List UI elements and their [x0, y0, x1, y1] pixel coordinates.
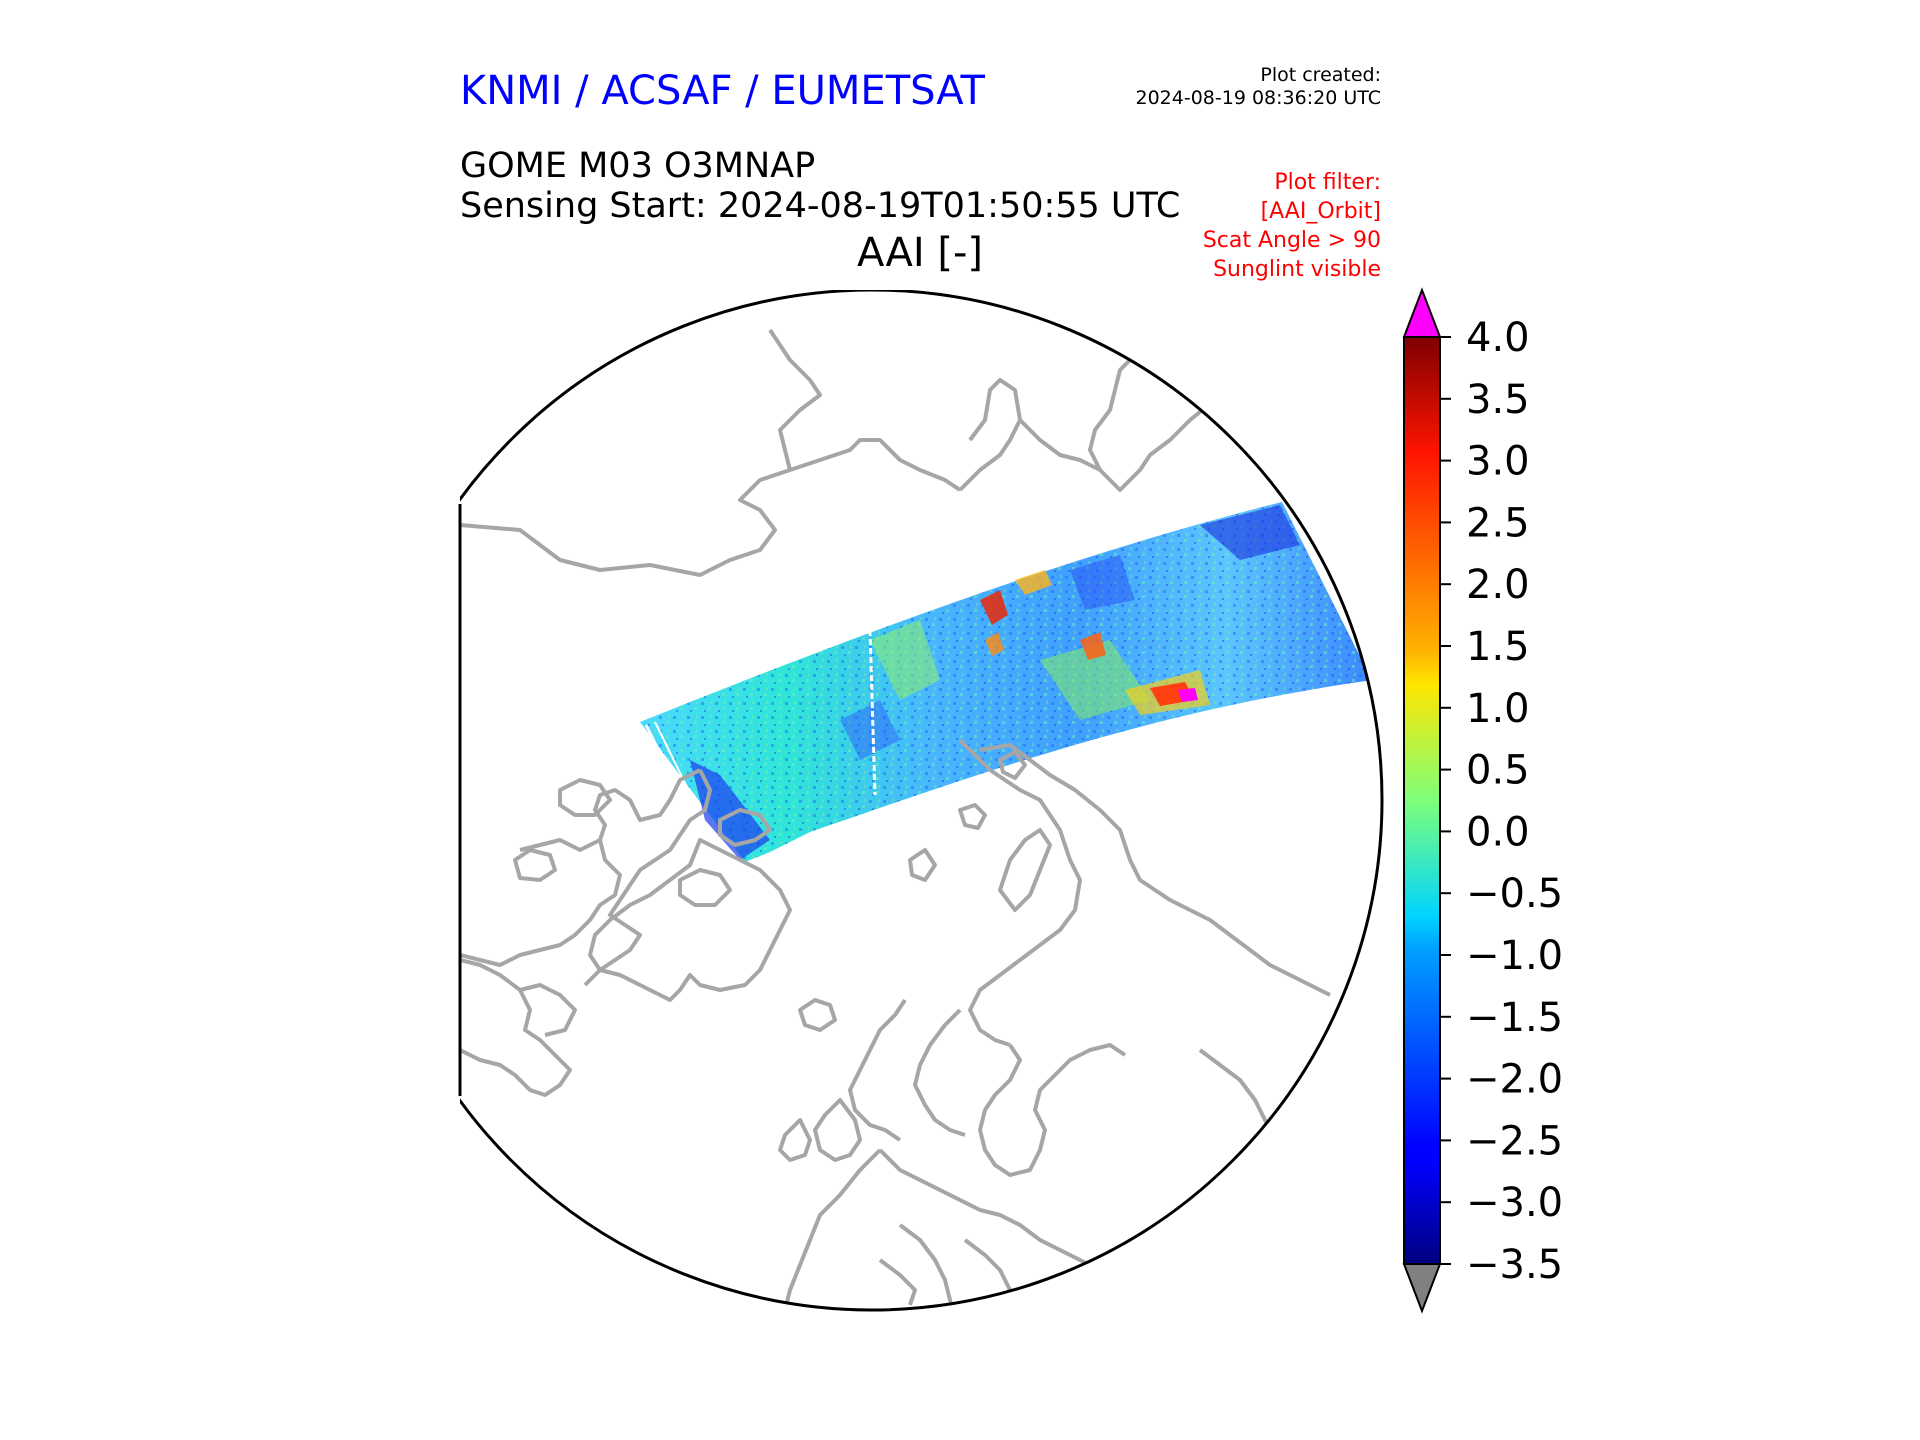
colorbar-tick-label: 3.5	[1466, 377, 1530, 423]
colorbar-tick-label: 0.5	[1466, 748, 1530, 794]
filter-line: Sunglint visible	[1213, 257, 1381, 282]
colorbar-tick-label: −2.0	[1466, 1057, 1563, 1103]
colorbar-under-triangle	[1402, 1263, 1442, 1314]
colorbar-over-triangle	[1402, 287, 1442, 338]
colorbar-tick-label: 2.0	[1466, 562, 1530, 608]
satellite-swath	[640, 502, 1372, 862]
product-info: GOME M03 O3MNAP Sensing Start: 2024-08-1…	[460, 146, 1180, 226]
map-content	[460, 318, 1372, 1310]
colorbar-tick-label: −1.0	[1466, 933, 1563, 979]
colorbar-tick-label: −3.5	[1466, 1242, 1563, 1288]
colorbar-tick-label: 1.5	[1466, 624, 1530, 670]
colorbar-body	[1403, 336, 1441, 1265]
plot-created-label: Plot created:	[1260, 64, 1381, 86]
colorbar-tick-label: 0.0	[1466, 809, 1530, 855]
colorbar-tick-label: 1.0	[1466, 686, 1530, 732]
plot-filter: Plot filter: [AAI_Orbit] Scat Angle > 90…	[1203, 168, 1381, 284]
filter-line: Plot filter:	[1274, 170, 1381, 195]
colorbar-tick-label: 3.0	[1466, 439, 1530, 485]
organization-title: KNMI / ACSAF / EUMETSAT	[460, 68, 985, 114]
colorbar-tick-label: 4.0	[1466, 315, 1530, 361]
product-name: GOME M03 O3MNAP	[460, 146, 816, 186]
filter-line: [AAI_Orbit]	[1260, 199, 1381, 224]
colorbar-tick-label: 2.5	[1466, 500, 1530, 546]
colorbar-tick-label: −3.0	[1466, 1180, 1563, 1226]
filter-line: Scat Angle > 90	[1202, 228, 1381, 253]
plot-created: Plot created: 2024-08-19 08:36:20 UTC	[1136, 64, 1382, 110]
colorbar-tick-label: −1.5	[1466, 995, 1563, 1041]
colorbar-tick-label: −0.5	[1466, 871, 1563, 917]
colorbar-ticks: 4.0 3.5 3.0 2.5 2.0 1.5 1.0 0.5 0.0 −0.5 −1.0 −1.5 −…	[1440, 315, 1563, 1288]
sensing-start: Sensing Start: 2024-08-19T01:50:55 UTC	[460, 186, 1181, 226]
quantity-title: AAI [-]	[857, 230, 983, 276]
plot-created-time: 2024-08-19 08:36:20 UTC	[1135, 87, 1382, 109]
colorbar-tick-label: −2.5	[1466, 1118, 1563, 1164]
map-boundary	[460, 290, 1384, 1312]
